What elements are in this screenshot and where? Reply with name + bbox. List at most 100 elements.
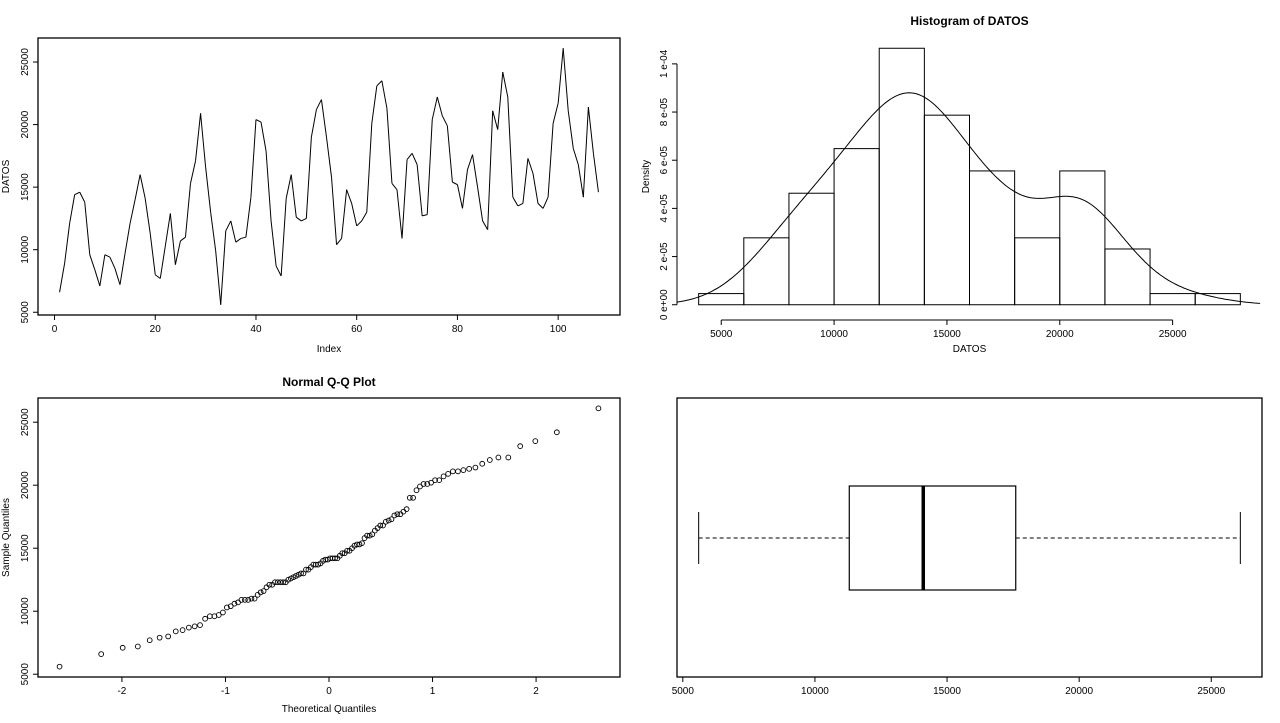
qq-point: [436, 477, 443, 484]
x-tick-label: 20000: [1046, 329, 1074, 340]
y-tick-label: 15000: [20, 173, 31, 201]
series-segment: [371, 85, 378, 124]
series-segment: [401, 159, 408, 239]
series-segment: [472, 154, 479, 188]
series-segment: [446, 125, 453, 183]
qq-point: [445, 471, 451, 477]
qq-point: [280, 579, 286, 586]
series-segment: [119, 253, 126, 285]
series-segment: [280, 198, 287, 276]
histogram-bar: [1149, 293, 1196, 306]
qq-point: [413, 487, 420, 494]
series-segment: [386, 108, 393, 184]
series-segment: [542, 196, 549, 209]
x-tick-label: 15000: [933, 686, 961, 697]
series-segment: [114, 268, 121, 285]
qq-point: [298, 570, 304, 577]
density-curve: [676, 92, 1261, 304]
series-segment: [512, 196, 519, 207]
histogram-title: Histogram of DATOS: [910, 14, 1028, 28]
series-segment: [149, 233, 156, 275]
series-segment: [547, 123, 554, 198]
series-segment: [94, 269, 101, 287]
series-segment: [366, 123, 373, 213]
series-segment: [336, 238, 342, 246]
series-segment: [582, 107, 589, 198]
histogram-xlabel: DATOS: [953, 344, 987, 355]
qq-point: [400, 508, 407, 515]
series-segment: [104, 254, 111, 258]
qq-point: [165, 633, 172, 640]
x-tick-label: -2: [117, 686, 126, 697]
series-segment: [84, 202, 91, 255]
series-segment: [517, 202, 524, 207]
series-segment: [144, 198, 151, 234]
qq-frame: [37, 397, 621, 678]
x-tick-label: 5000: [710, 329, 733, 340]
series-segment: [467, 154, 474, 170]
x-tick-label: 0: [52, 324, 58, 335]
qq-point: [231, 600, 238, 607]
qq-point: [380, 522, 386, 529]
qq-point: [56, 663, 63, 670]
x-tick-label: 25000: [1197, 686, 1225, 697]
series-segment: [301, 217, 307, 222]
qq-title: Normal Q-Q Plot: [282, 375, 375, 389]
qq-point: [202, 615, 208, 622]
qq-point: [245, 597, 252, 603]
y-tick-label: 1 e-04: [659, 49, 670, 78]
series-segment: [325, 137, 333, 178]
qq-point: [274, 579, 281, 586]
qq-y-axis: 5000 10000 15000 20000 25000: [20, 408, 39, 685]
series-segment: [557, 48, 564, 104]
series-segment: [346, 189, 353, 204]
series-segment: [74, 191, 80, 196]
series-segment: [275, 265, 282, 277]
series-segment: [482, 220, 489, 230]
qq-x-axis: -2 -1 0 1 2: [117, 676, 539, 697]
qq-xlabel: Theoretical Quantiles: [282, 704, 377, 715]
x-tick-label: 1: [430, 686, 436, 697]
series-segment: [331, 177, 338, 245]
histogram-bar: [698, 293, 745, 306]
series-segment: [376, 80, 383, 87]
series-segment: [190, 160, 197, 184]
histogram-bar: [1194, 293, 1241, 306]
series-segment: [260, 121, 267, 151]
series-segment: [406, 153, 413, 160]
histogram-x-axis: 5000 10000 15000 20000 25000: [710, 319, 1187, 340]
series-segment: [562, 48, 569, 111]
series-segment: [210, 212, 217, 252]
series-segment: [315, 99, 322, 110]
series-segment: [109, 256, 116, 269]
qq-ylabel: Sample Quantiles: [1, 498, 12, 577]
qq-point: [339, 550, 346, 557]
series-segment: [169, 213, 176, 265]
qq-point: [354, 541, 360, 548]
y-tick-label: 15000: [20, 534, 31, 562]
series-segment: [497, 71, 504, 130]
qq-point: [254, 591, 261, 598]
y-tick-label: 6 e-05: [659, 146, 670, 175]
series-segment: [411, 153, 418, 165]
qq-point: [495, 454, 502, 461]
series-segment: [134, 174, 141, 200]
qq-point: [403, 506, 410, 512]
qq-point: [179, 627, 186, 633]
y-tick-label: 10000: [20, 235, 31, 263]
x-tick-label: 25000: [1159, 329, 1187, 340]
timeseries-frame: [37, 37, 621, 316]
qq-point: [215, 612, 222, 618]
qq-point: [242, 597, 248, 603]
qq-point: [248, 595, 255, 602]
qq-point: [517, 443, 524, 449]
series-segment: [245, 197, 252, 238]
series-segment: [426, 119, 433, 215]
qq-point: [388, 516, 395, 523]
qq-point: [191, 623, 198, 630]
series-segment: [527, 158, 534, 174]
qq-point: [424, 481, 431, 487]
y-tick-label: 8 e-05: [659, 97, 670, 126]
series-segment: [452, 181, 458, 186]
series-segment: [422, 214, 428, 217]
